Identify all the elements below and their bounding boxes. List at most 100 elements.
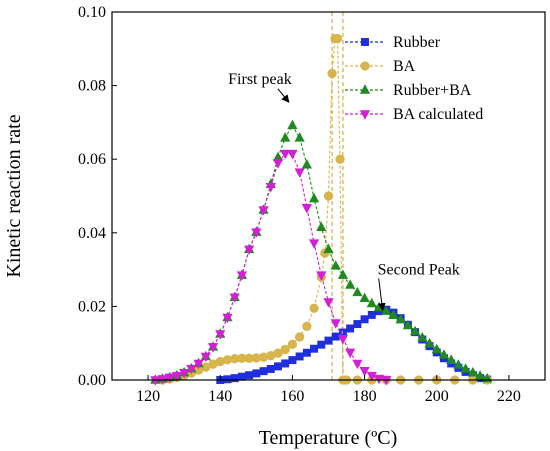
y-tick-label: 0.04 [78, 225, 106, 242]
y-axis-title: Kinetic reaction rate [3, 114, 25, 277]
data-point [252, 369, 261, 378]
data-point [309, 303, 319, 313]
ticks: 120 140 160 180 200 220 0.00 0.02 0.04 0.06 0.08 0.… [78, 4, 521, 405]
data-point [272, 159, 284, 169]
plot-frame [111, 11, 546, 381]
data-point [345, 348, 356, 359]
data-point [310, 344, 319, 353]
x-tick-label: 200 [425, 388, 449, 405]
data-point [353, 320, 362, 329]
data-point [388, 309, 399, 319]
data-point [345, 279, 356, 289]
data-point [395, 313, 406, 324]
y-tick-label: 0.02 [78, 298, 106, 315]
y-tick-label: 0.00 [78, 372, 106, 389]
data-point [453, 359, 464, 369]
y-tick-label: 0.10 [78, 4, 106, 21]
series-layer [150, 33, 493, 386]
data-point [424, 337, 435, 348]
data-point [294, 168, 305, 178]
data-point [317, 340, 326, 349]
data-point [335, 154, 345, 164]
data-point [359, 292, 370, 303]
data-point [287, 149, 298, 160]
axes [111, 11, 546, 381]
data-point [287, 339, 298, 349]
data-point [193, 359, 204, 370]
legend-label: Rubber [393, 34, 441, 51]
data-point [280, 149, 291, 160]
legend-marker [359, 110, 371, 120]
data-point [324, 336, 333, 345]
data-point [164, 373, 175, 384]
data-point [280, 132, 291, 142]
x-tick-label: 140 [208, 388, 232, 405]
legend-label: BA calculated [393, 106, 483, 123]
data-point [230, 374, 239, 383]
data-point [150, 376, 161, 386]
legend-label: BA [393, 58, 416, 75]
data-point [302, 348, 311, 357]
data-point [287, 119, 298, 130]
series-3 [150, 149, 392, 386]
data-point [323, 191, 334, 201]
data-point [308, 239, 320, 249]
data-point [360, 315, 369, 324]
data-point [288, 356, 297, 365]
series-0 [216, 305, 492, 384]
data-point [294, 132, 305, 142]
y-tick-label: 0.06 [78, 151, 106, 168]
data-point [316, 221, 327, 232]
data-point [366, 371, 377, 382]
data-point [301, 204, 312, 214]
data-point [323, 298, 334, 308]
data-point [244, 245, 255, 256]
data-point [179, 368, 190, 379]
legend-item: BA calculated [345, 106, 483, 123]
annotation-arrow [277, 88, 290, 103]
data-point [446, 354, 457, 364]
data-point [352, 359, 363, 370]
data-point [409, 325, 421, 336]
legend-marker [361, 38, 369, 46]
data-point [295, 352, 304, 361]
data-point [274, 362, 282, 371]
data-point [294, 332, 305, 342]
x-tick-label: 160 [280, 388, 304, 405]
annotation-label: First peak [228, 71, 292, 88]
x-tick-label: 220 [497, 388, 521, 405]
data-point [236, 271, 248, 281]
data-point [280, 344, 290, 355]
legend-label: Rubber+BA [393, 82, 472, 99]
data-point [330, 319, 341, 329]
data-point [207, 343, 219, 353]
data-point [222, 313, 233, 324]
data-point [438, 349, 450, 359]
legend-item: BA [345, 58, 416, 75]
data-point [266, 364, 275, 373]
data-point [301, 159, 312, 169]
data-point [245, 371, 254, 380]
data-point [327, 68, 337, 79]
data-point [402, 319, 413, 330]
data-point [259, 367, 268, 376]
x-tick-label: 120 [136, 388, 160, 405]
annotation-arrow [377, 278, 386, 312]
legend-item: Rubber [345, 34, 441, 51]
data-point [265, 183, 276, 193]
data-point [331, 332, 340, 341]
legend: Rubber BA Rubber+BA BA calculated [345, 34, 483, 123]
data-point [200, 352, 211, 363]
data-point [316, 271, 327, 281]
data-point [302, 321, 312, 331]
data-point [308, 192, 320, 203]
data-point [337, 269, 349, 279]
legend-marker [360, 61, 370, 71]
data-point [223, 375, 232, 384]
data-point [332, 33, 343, 44]
legend-item: Rubber+BA [345, 82, 472, 99]
data-point [186, 364, 197, 375]
annotation-label: Second Peak [378, 261, 460, 278]
data-point [352, 286, 363, 297]
